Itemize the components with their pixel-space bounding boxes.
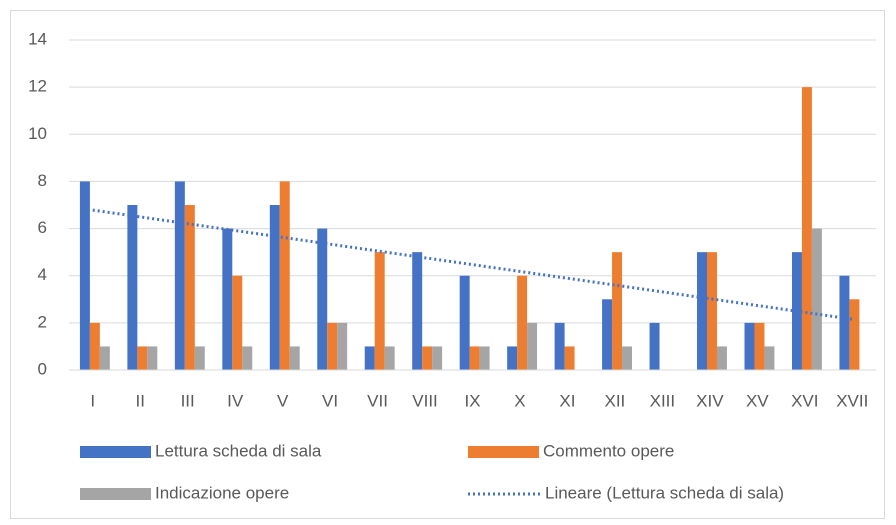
bar: [127, 205, 138, 370]
legend-swatch: [80, 446, 151, 458]
bar: [269, 205, 280, 370]
y-tick-label: 0: [38, 359, 47, 378]
bar: [479, 346, 490, 370]
bar: [432, 346, 443, 370]
bar: [564, 346, 575, 370]
x-tick-label: X: [514, 391, 525, 410]
x-tick-label: VI: [322, 391, 338, 410]
bar: [507, 346, 518, 370]
chart-border: [10, 10, 885, 519]
bar: [374, 252, 385, 370]
legend-swatch: [80, 488, 151, 500]
bar: [716, 346, 727, 370]
x-tick-label: XI: [559, 391, 575, 410]
bar: [649, 322, 660, 370]
x-tick-label: XIV: [696, 391, 724, 410]
bar: [99, 346, 110, 370]
bar: [517, 275, 528, 370]
bar: [612, 252, 623, 370]
y-tick-label: 2: [38, 312, 47, 331]
bar: [147, 346, 158, 370]
x-tick-label: VIII: [412, 391, 438, 410]
x-tick-label: III: [181, 391, 195, 410]
bar: [849, 299, 860, 370]
bar: [364, 346, 375, 370]
bar: [79, 181, 90, 370]
y-tick-label: 10: [28, 124, 47, 143]
bar: [222, 228, 233, 370]
legend-swatch: [468, 446, 539, 458]
bar: [811, 228, 822, 370]
bar: [622, 346, 633, 370]
y-tick-label: 12: [28, 77, 47, 96]
bar: [174, 181, 185, 370]
x-tick-label: VII: [367, 391, 388, 410]
x-tick-label: XII: [605, 391, 626, 410]
x-tick-label: IV: [227, 391, 244, 410]
bar: [327, 322, 338, 370]
bar: [232, 275, 243, 370]
bar: [707, 252, 717, 370]
bar: [289, 346, 300, 370]
x-tick-label: I: [90, 391, 95, 410]
bar: [384, 346, 395, 370]
legend-label: Indicazione opere: [155, 483, 289, 502]
bar: [459, 275, 470, 370]
legend-label: Lineare (Lettura scheda di sala): [545, 483, 784, 502]
bar: [754, 322, 765, 370]
bar: [554, 322, 565, 370]
x-tick-label: IX: [464, 391, 480, 410]
bar: [242, 346, 253, 370]
x-tick-label: XVII: [836, 391, 868, 410]
bar: [764, 346, 775, 370]
bar: [137, 346, 148, 370]
x-tick-label: XVI: [791, 391, 818, 410]
x-tick-label: II: [135, 391, 144, 410]
y-tick-label: 6: [38, 218, 47, 237]
x-tick-label: XIII: [650, 391, 676, 410]
bar: [194, 346, 205, 370]
bar: [412, 252, 423, 370]
bar: [337, 322, 348, 370]
bar: [839, 275, 850, 370]
bar: [89, 322, 100, 370]
x-tick-label: XV: [746, 391, 769, 410]
legend-label: Lettura scheda di sala: [155, 441, 322, 460]
bar: [602, 299, 613, 370]
bar: [422, 346, 433, 370]
bar: [279, 181, 290, 370]
bar: [801, 87, 812, 371]
bar: [527, 322, 538, 370]
bar: [184, 205, 195, 370]
bar: [317, 228, 328, 370]
bar: [744, 322, 755, 370]
bar: [469, 346, 480, 370]
bar: [697, 252, 708, 370]
y-tick-label: 14: [28, 29, 47, 48]
y-tick-label: 4: [38, 265, 47, 284]
x-tick-label: V: [277, 391, 289, 410]
y-tick-label: 8: [38, 171, 47, 190]
legend-label: Commento opere: [543, 441, 674, 460]
